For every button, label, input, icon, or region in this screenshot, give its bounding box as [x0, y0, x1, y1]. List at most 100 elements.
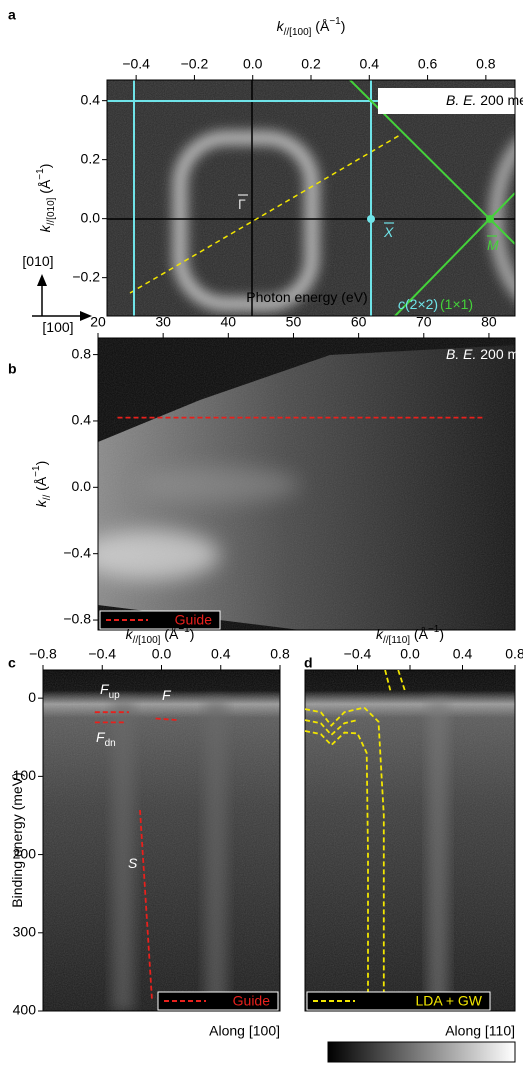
y-axis-label: k// (Å−1) — [31, 461, 53, 508]
text-segment: B. E. — [446, 346, 476, 362]
text-segment: F — [96, 729, 106, 745]
series-line — [94, 711, 178, 1001]
x-tick-label: 0.4 — [211, 646, 231, 662]
text-segment: B. E. — [446, 92, 476, 108]
y-tick-label: 0.2 — [81, 150, 101, 166]
text-segment: k — [126, 626, 134, 642]
y-tick-label: −0.4 — [63, 544, 91, 560]
annotation: c(2×2) — [398, 296, 438, 312]
text-segment: X — [383, 224, 394, 240]
text-segment: 200 meV — [476, 346, 523, 362]
y-tick-label: 0.4 — [81, 91, 101, 107]
text-segment: (2×2) — [405, 296, 438, 312]
x-tick-label: 0.4 — [360, 56, 380, 72]
y-tick-label: 0.0 — [81, 209, 101, 225]
text-segment: ) — [190, 626, 195, 642]
y-tick-label: 300 — [13, 923, 37, 939]
annotation: F — [162, 687, 172, 703]
y-axis-label-group: k// (Å−1) — [31, 461, 53, 508]
y-tick-label: 0.4 — [72, 412, 92, 428]
x-tick-label: 0.8 — [476, 56, 496, 72]
series-line — [305, 670, 406, 1011]
legend-label: LDA + GW — [415, 993, 482, 1009]
text-segment: (Å — [160, 626, 179, 642]
text-segment: k — [33, 499, 49, 507]
x-tick-label: 60 — [351, 314, 367, 330]
annotation: Γ — [238, 196, 246, 212]
x-tick-label: 80 — [481, 314, 497, 330]
annotation: Fdn — [96, 729, 116, 749]
text-segment: (Å — [410, 626, 429, 642]
x-tick-label: 0.0 — [400, 646, 420, 662]
text-segment: ) — [439, 626, 444, 642]
x-tick-label: 20 — [90, 314, 106, 330]
text-segment: [010] — [22, 253, 53, 269]
y-tick-label: 400 — [13, 1002, 37, 1018]
x-tick-label: −0.4 — [122, 56, 150, 72]
text-segment: ) — [37, 164, 53, 169]
y-tick-label: 0 — [28, 689, 36, 705]
y-tick-label: −0.2 — [72, 268, 100, 284]
x-tick-label: 0.2 — [301, 56, 321, 72]
x-tick-label: −0.8 — [29, 646, 57, 662]
text-segment: //[110] — [383, 635, 410, 646]
x-axis-label: k//[100] (Å−1) — [277, 16, 346, 38]
legend-label: Guide — [233, 993, 271, 1009]
legend-box — [306, 991, 491, 1011]
x-tick-label: 0.0 — [152, 646, 172, 662]
y-tick-label: 0.0 — [72, 478, 92, 494]
x-tick-label: −0.2 — [181, 56, 209, 72]
orientation-arrows — [32, 274, 92, 321]
text-segment: −1 — [35, 168, 46, 180]
image-c — [43, 670, 280, 1011]
panel-label: b — [8, 361, 17, 377]
y-axis-label-group: k//[010] (Å−1) — [35, 164, 57, 233]
annotation: B. E. 200 meV — [446, 92, 523, 108]
legend-label: Guide — [175, 612, 213, 628]
y-axis-label-group: Binding energy (meV) — [9, 772, 25, 907]
image-d — [305, 670, 515, 1011]
x-axis-label: Photon energy (eV) — [246, 289, 367, 305]
text-segment: dn — [105, 738, 116, 749]
axis-footer: Along [110] — [445, 1023, 515, 1039]
annotation: M — [487, 237, 499, 253]
panel-label: d — [304, 655, 313, 671]
x-axis-label: k//[110] (Å−1) — [376, 624, 444, 646]
text-segment: M — [487, 237, 499, 253]
y-axis-label: k//[010] (Å−1) — [35, 164, 57, 233]
text-segment: Photon energy (eV) — [246, 289, 367, 305]
text-segment: −1 — [178, 624, 190, 635]
text-segment: 200 meV — [476, 92, 523, 108]
text-segment: ) — [33, 461, 49, 466]
image-a — [107, 80, 515, 316]
annotation: X — [383, 224, 394, 240]
text-segment: up — [109, 690, 121, 701]
annotation: [010] — [22, 253, 53, 269]
text-segment: k — [376, 626, 384, 642]
x-tick-label: −0.4 — [88, 646, 116, 662]
text-segment: c — [398, 296, 405, 312]
text-segment: Γ — [238, 196, 246, 212]
text-segment: (Å — [311, 18, 330, 34]
x-tick-label: 0.8 — [505, 646, 523, 662]
x-tick-label: −0.4 — [344, 646, 372, 662]
text-segment: F — [100, 681, 110, 697]
x-axis-label: k//[100] (Å−1) — [126, 624, 195, 646]
y-tick-label: 0.8 — [72, 345, 92, 361]
panel-label: a — [8, 7, 16, 23]
text-segment: −1 — [329, 16, 341, 27]
annotation: [100] — [42, 319, 73, 335]
colorbar — [327, 1041, 516, 1063]
y-tick-label: 200 — [13, 845, 37, 861]
legend-box — [99, 610, 221, 630]
text-segment: //[010] — [46, 197, 57, 225]
text-segment: //[100] — [284, 27, 312, 38]
series-layer — [94, 711, 178, 1001]
text-segment: [100] — [42, 319, 73, 335]
text-segment: −1 — [31, 465, 42, 477]
legend-box — [157, 991, 279, 1011]
x-tick-label: 70 — [416, 314, 432, 330]
text-segment: k — [277, 18, 285, 34]
